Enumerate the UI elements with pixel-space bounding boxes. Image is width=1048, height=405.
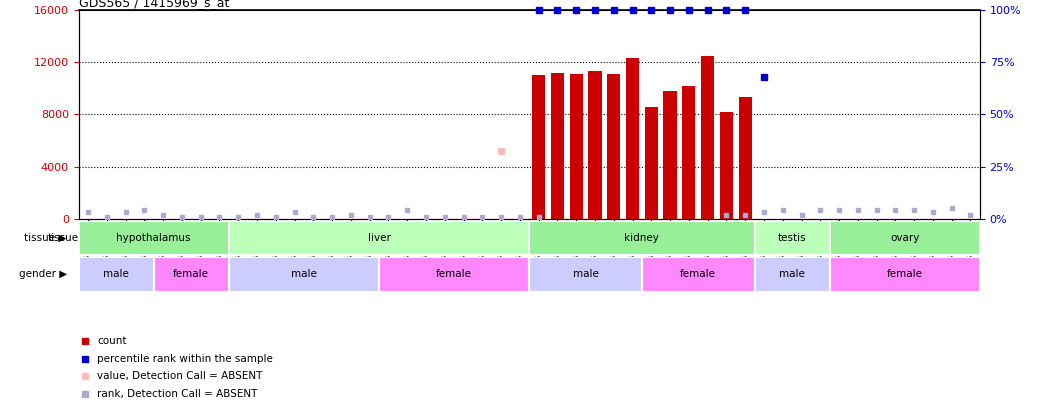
Text: female: female bbox=[173, 269, 210, 279]
Bar bbox=[588, 71, 602, 219]
Bar bbox=[607, 74, 620, 219]
Text: testis: testis bbox=[778, 233, 806, 243]
Bar bbox=[529, 257, 641, 292]
Text: male: male bbox=[291, 269, 316, 279]
Bar bbox=[228, 257, 379, 292]
Bar bbox=[645, 107, 658, 219]
Text: ovary: ovary bbox=[890, 233, 919, 243]
Text: gender ▶: gender ▶ bbox=[19, 269, 67, 279]
Bar bbox=[529, 221, 755, 255]
Bar bbox=[739, 98, 751, 219]
Bar bbox=[830, 257, 980, 292]
Bar bbox=[154, 257, 228, 292]
Bar bbox=[228, 221, 529, 255]
Text: female: female bbox=[680, 269, 716, 279]
Bar bbox=[641, 257, 755, 292]
Bar bbox=[626, 58, 639, 219]
Text: male: male bbox=[572, 269, 598, 279]
Text: male: male bbox=[779, 269, 805, 279]
Text: value, Detection Call = ABSENT: value, Detection Call = ABSENT bbox=[96, 371, 262, 381]
Text: liver: liver bbox=[368, 233, 391, 243]
Bar bbox=[755, 257, 830, 292]
Text: tissue: tissue bbox=[47, 233, 79, 243]
Bar bbox=[551, 73, 564, 219]
Bar bbox=[79, 257, 154, 292]
Bar bbox=[379, 257, 529, 292]
Text: rank, Detection Call = ABSENT: rank, Detection Call = ABSENT bbox=[96, 389, 258, 399]
Bar bbox=[663, 91, 677, 219]
Bar bbox=[701, 56, 714, 219]
Bar bbox=[682, 86, 696, 219]
Bar bbox=[570, 74, 583, 219]
Text: percentile rank within the sample: percentile rank within the sample bbox=[96, 354, 272, 364]
Bar bbox=[79, 221, 228, 255]
Text: female: female bbox=[887, 269, 923, 279]
Bar bbox=[755, 221, 830, 255]
Text: female: female bbox=[436, 269, 473, 279]
Text: kidney: kidney bbox=[625, 233, 659, 243]
Text: GDS565 / 1415969_s_at: GDS565 / 1415969_s_at bbox=[79, 0, 228, 9]
Bar bbox=[720, 112, 733, 219]
Bar bbox=[830, 221, 980, 255]
Bar bbox=[532, 75, 545, 219]
Text: count: count bbox=[96, 336, 127, 346]
Text: tissue ▶: tissue ▶ bbox=[24, 233, 67, 243]
Text: hypothalamus: hypothalamus bbox=[116, 233, 191, 243]
Text: male: male bbox=[103, 269, 129, 279]
